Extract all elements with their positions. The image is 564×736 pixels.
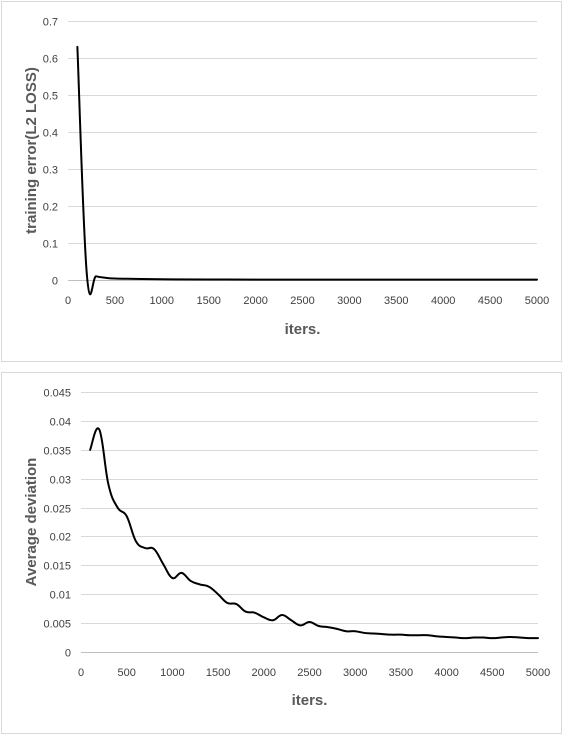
y-tick-label: 0.01 [50,590,71,602]
loss-chart-panel: 0 0.1 0.2 0.3 0.4 0.5 0.6 0.7 0 500 1000 1500 2000 25… [1,1,562,362]
y-tick-label: 0.02 [50,532,71,544]
deviation-chart-panel: 0 0.005 0.01 0.015 0.02 0.025 0.03 0.035 0.04 0.0… [1,372,562,734]
y-tick-label: 0.2 [43,202,58,214]
x-tick-label: 2000 [252,667,276,679]
y-tick-label: 0.025 [43,504,71,516]
x-tick-label: 3000 [343,667,367,679]
x-tick-label: 4500 [480,667,504,679]
x-axis-title: iters. [292,692,328,709]
x-tick-label: 5000 [525,295,549,307]
x-tick-label: 1000 [160,667,184,679]
x-tick-label: 1000 [150,295,174,307]
y-axis-title: Average deviation [23,458,40,587]
y-tick-label: 0.6 [43,54,58,66]
x-tick-label: 4000 [434,667,458,679]
x-tick-label: 5000 [526,667,550,679]
y-tick-label: 0.035 [43,446,71,458]
x-tick-label: 0 [65,295,71,307]
y-tick-label: 0 [52,276,58,288]
x-tick-label: 4500 [478,295,502,307]
y-tick-label: 0.5 [43,91,58,103]
y-tick-label: 0.03 [50,475,71,487]
x-tick-label: 3500 [389,667,413,679]
x-tick-label: 0 [78,667,84,679]
x-tick-label: 2500 [290,295,314,307]
y-tick-label: 0.04 [50,417,71,429]
x-tick-label: 3000 [337,295,361,307]
y-tick-label: 0.1 [43,239,58,251]
x-tick-label: 3500 [384,295,408,307]
y-tick-label: 0 [65,648,71,660]
y-tick-label: 0.005 [43,619,71,631]
x-tick-label: 500 [106,295,124,307]
y-tick-label: 0.3 [43,165,58,177]
x-tick-label: 500 [118,667,136,679]
deviation-chart: 0 0.005 0.01 0.015 0.02 0.025 0.03 0.035 0.04 0.0… [23,388,550,710]
x-tick-label: 4000 [431,295,455,307]
loss-series-line [76,45,538,296]
y-tick-label: 0.4 [43,128,58,140]
deviation-series-line [89,427,539,640]
x-tick-label: 2000 [243,295,267,307]
y-tick-label: 0.7 [43,17,58,29]
y-tick-label: 0.045 [43,388,71,400]
x-tick-label: 2500 [297,667,321,679]
y-tick-label: 0.015 [43,561,71,573]
loss-chart: 0 0.1 0.2 0.3 0.4 0.5 0.6 0.7 0 500 1000 1500 2000 25… [23,17,549,339]
x-axis-title: iters. [285,321,321,338]
y-axis-title: training error(L2 LOSS) [23,67,40,234]
x-tick-label: 1500 [196,295,220,307]
x-tick-label: 1500 [206,667,230,679]
